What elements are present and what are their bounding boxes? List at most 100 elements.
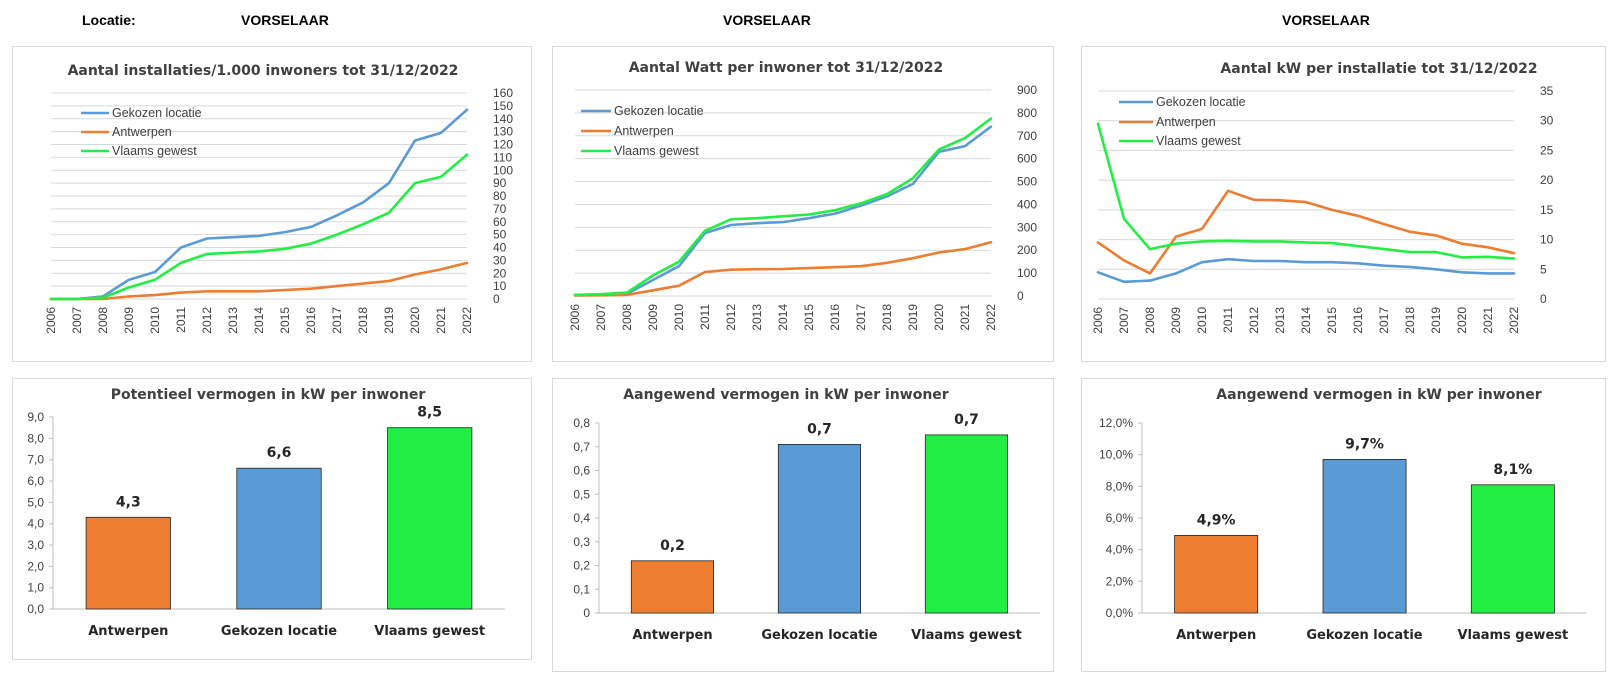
data-label: 9,7% xyxy=(1345,436,1384,452)
y-tick-label: 500 xyxy=(1017,175,1037,189)
location-value: VORSELAAR xyxy=(241,12,329,28)
y-tick-label: 120 xyxy=(493,138,513,152)
x-tick-label: 2020 xyxy=(1455,307,1469,334)
data-label: 4,9% xyxy=(1197,512,1236,528)
y-tick-label: 10 xyxy=(493,279,507,293)
y-tick-label: 0 xyxy=(493,292,500,306)
x-tick-label: 2011 xyxy=(698,304,712,330)
y-tick-label: 900 xyxy=(1017,83,1037,97)
x-tick-label: 2021 xyxy=(434,307,448,334)
category-label: Antwerpen xyxy=(1176,628,1256,643)
y-tick-label: 6,0 xyxy=(27,474,44,488)
y-tick-label: 5 xyxy=(1540,262,1547,276)
x-tick-label: 2021 xyxy=(958,304,972,331)
legend-label: Vlaams gewest xyxy=(614,144,699,158)
y-tick-label: 0,0 xyxy=(27,602,44,616)
series-line-vlaams-gewest xyxy=(1096,122,1516,260)
chart-svg: Potentieel vermogen in kW per inwoner 0,0… xyxy=(27,387,505,639)
data-label: 8,1% xyxy=(1493,462,1532,478)
legend-label: Gekozen locatie xyxy=(614,104,704,118)
x-tick-label: 2013 xyxy=(750,304,764,331)
y-tick-label: 9,0 xyxy=(27,410,44,424)
location-value-center: VORSELAAR xyxy=(723,12,811,28)
y-tick-label: 2,0% xyxy=(1106,574,1134,588)
chart-title: Aantal kW per installatie tot 31/12/2022 xyxy=(1220,61,1537,77)
x-tick-label: 2007 xyxy=(1117,307,1131,334)
y-tick-label: 30 xyxy=(1540,114,1554,128)
legend-label: Gekozen locatie xyxy=(1156,95,1246,109)
x-tick-label: 2022 xyxy=(1507,307,1521,334)
y-tick-label: 0,5 xyxy=(573,487,590,501)
chart-svg: Aantal kW per installatie tot 31/12/2022… xyxy=(1091,61,1554,334)
x-tick-label: 2014 xyxy=(1299,307,1313,334)
x-tick-label: 2006 xyxy=(1091,307,1105,334)
x-tick-label: 2007 xyxy=(594,304,608,331)
category-label: Antwerpen xyxy=(88,624,168,639)
y-tick-label: 200 xyxy=(1017,243,1037,257)
bar-antwerpen xyxy=(85,516,171,610)
category-label: Antwerpen xyxy=(632,628,712,643)
x-tick-label: 2021 xyxy=(1481,307,1495,334)
chart-watt-per-inwoner: Aantal Watt per inwoner tot 31/12/2022 0 1… xyxy=(552,46,1054,362)
x-tick-label: 2010 xyxy=(672,304,686,331)
data-label: 0,7 xyxy=(954,412,979,428)
x-tick-label: 2009 xyxy=(122,307,136,334)
x-tick-label: 2017 xyxy=(1377,307,1391,334)
x-tick-label: 2022 xyxy=(984,304,998,331)
y-tick-label: 2,0 xyxy=(27,559,44,573)
y-tick-label: 160 xyxy=(493,86,513,100)
bar-gekozen-locatie xyxy=(1322,459,1407,614)
location-label: Locatie: xyxy=(82,12,136,28)
legend-label: Vlaams gewest xyxy=(1156,134,1241,148)
y-tick-label: 25 xyxy=(1540,143,1554,157)
category-label: Gekozen locatie xyxy=(221,624,337,639)
x-tick-label: 2006 xyxy=(44,307,58,334)
chart-svg: Aangewend vermogen in kW per inwoner 0,0%… xyxy=(1099,387,1587,643)
y-tick-label: 800 xyxy=(1017,106,1037,120)
x-tick-label: 2008 xyxy=(620,304,634,331)
y-tick-label: 60 xyxy=(493,215,507,229)
x-tick-label: 2016 xyxy=(304,307,318,334)
y-tick-label: 0,4 xyxy=(573,511,590,525)
x-tick-label: 2016 xyxy=(1351,307,1365,334)
series-line-antwerpen xyxy=(49,261,469,301)
y-tick-label: 0 xyxy=(1017,289,1024,303)
x-tick-label: 2011 xyxy=(1221,307,1235,333)
y-tick-label: 110 xyxy=(493,150,512,164)
category-label: Vlaams gewest xyxy=(374,624,485,639)
y-tick-label: 600 xyxy=(1017,152,1037,166)
data-label: 6,6 xyxy=(267,445,292,461)
x-tick-label: 2015 xyxy=(278,307,292,334)
y-tick-label: 50 xyxy=(493,228,507,242)
y-tick-label: 70 xyxy=(493,202,507,216)
series-line-vlaams-gewest xyxy=(573,117,993,297)
series-line-gekozen-locatie xyxy=(49,108,469,301)
x-tick-label: 2017 xyxy=(330,307,344,334)
x-tick-label: 2008 xyxy=(1143,307,1157,334)
chart-installaties-per-1000: Aantal installaties/1.000 inwoners tot 3… xyxy=(12,46,532,362)
x-tick-label: 2012 xyxy=(1247,307,1261,334)
y-tick-label: 12,0% xyxy=(1099,416,1133,430)
data-label: 8,5 xyxy=(417,405,442,421)
bar-antwerpen xyxy=(1174,534,1259,614)
x-tick-label: 2018 xyxy=(1403,307,1417,334)
category-label: Gekozen locatie xyxy=(1306,628,1422,643)
bar-gekozen-locatie xyxy=(777,444,862,614)
x-tick-label: 2022 xyxy=(460,307,474,334)
category-label: Gekozen locatie xyxy=(761,628,877,643)
chart-aangewend-vermogen: Aangewend vermogen in kW per inwoner 0 0,1… xyxy=(552,378,1054,672)
series-line-antwerpen xyxy=(1096,189,1516,275)
x-tick-label: 2020 xyxy=(408,307,422,334)
data-label: 0,2 xyxy=(660,538,685,554)
chart-title: Aangewend vermogen in kW per inwoner xyxy=(1216,387,1541,403)
y-tick-label: 0,2 xyxy=(573,559,590,573)
y-tick-label: 35 xyxy=(1540,84,1554,98)
y-tick-label: 6,0% xyxy=(1106,511,1134,525)
x-tick-label: 2007 xyxy=(70,307,84,334)
x-tick-label: 2018 xyxy=(880,304,894,331)
category-label: Vlaams gewest xyxy=(911,628,1022,643)
series-line-vlaams-gewest xyxy=(49,153,469,301)
y-tick-label: 40 xyxy=(493,241,507,255)
bar-antwerpen xyxy=(630,560,715,614)
y-tick-label: 8,0 xyxy=(27,431,44,445)
